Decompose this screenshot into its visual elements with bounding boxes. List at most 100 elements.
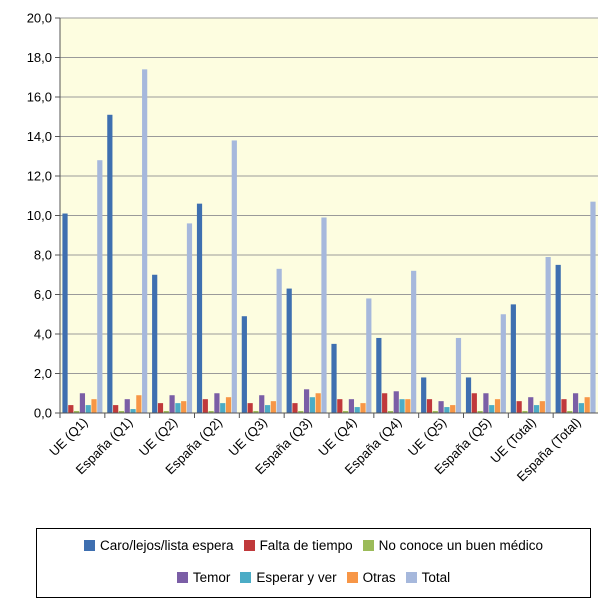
bar <box>590 201 596 413</box>
axes <box>59 18 598 414</box>
bar <box>366 298 372 413</box>
y-tick-label: 8,0 <box>34 248 52 263</box>
bar <box>421 377 427 413</box>
legend-swatch <box>240 572 252 583</box>
bar <box>432 411 438 413</box>
bar <box>539 401 545 413</box>
bars <box>62 69 596 414</box>
legend-label: Falta de tiempo <box>259 538 353 553</box>
bar <box>387 411 394 413</box>
bar <box>136 395 142 413</box>
bar <box>264 405 271 413</box>
bar <box>286 288 292 413</box>
y-tick-label: 0,0 <box>34 406 52 421</box>
bar <box>169 395 175 413</box>
bar <box>292 403 298 413</box>
y-tick-label: 16,0 <box>27 90 52 105</box>
legend-swatch <box>362 540 374 551</box>
bar <box>107 114 113 414</box>
bar <box>494 399 501 413</box>
legend-label: Otras <box>362 570 396 585</box>
bar <box>124 399 130 413</box>
bar <box>91 399 97 413</box>
bar <box>315 393 321 413</box>
bar <box>97 160 103 413</box>
bar <box>465 377 472 413</box>
bar <box>584 397 590 413</box>
legend-row: Temor Esperar y ver Otras Total <box>37 570 590 585</box>
bar <box>405 399 411 413</box>
bar <box>331 343 337 413</box>
bar <box>500 314 506 413</box>
bar <box>567 411 573 413</box>
bar <box>175 403 181 413</box>
bar <box>231 140 237 413</box>
x-tick-label: UE (Q4) <box>315 415 359 459</box>
bar <box>303 389 310 413</box>
bar <box>259 395 265 413</box>
legend-swatch <box>405 572 417 583</box>
bar <box>555 264 561 413</box>
bar <box>483 393 489 413</box>
bar <box>181 401 187 413</box>
bar <box>62 213 68 413</box>
bar <box>202 399 208 413</box>
bar <box>208 411 214 413</box>
y-tick-label: 4,0 <box>34 327 52 342</box>
bar <box>321 217 327 413</box>
legend-row: Caro/lejos/lista espera Falta de tiempo No… <box>37 538 590 553</box>
y-tick-label: 18,0 <box>27 50 52 65</box>
bar <box>79 393 86 413</box>
bar <box>444 407 450 413</box>
bar <box>522 411 528 413</box>
bar <box>270 401 276 413</box>
legend-label: Temor <box>192 570 231 585</box>
bar <box>516 401 522 413</box>
x-tick-label: UE (Q2) <box>136 415 180 459</box>
legend-label: No conoce un buen médico <box>378 538 543 553</box>
x-tick-label: UE (Q1) <box>46 415 90 459</box>
bar <box>118 411 125 413</box>
legend-item: Otras <box>346 570 396 585</box>
bar <box>85 405 91 413</box>
bar <box>438 401 444 413</box>
bar <box>489 405 495 413</box>
legend-item: Falta de tiempo <box>243 538 353 553</box>
bar <box>196 203 203 413</box>
bar <box>163 411 169 413</box>
legend-swatch <box>176 572 188 583</box>
bar <box>276 268 282 413</box>
legend: Caro/lejos/lista espera Falta de tiempo No… <box>36 528 591 598</box>
bar <box>348 399 355 413</box>
bar <box>360 403 366 413</box>
bar <box>450 405 456 413</box>
bar <box>510 304 516 413</box>
bar <box>214 393 220 413</box>
x-axis-tick-labels: UE (Q1)España (Q1) UE (Q2)España (Q2) UE (… <box>46 415 583 485</box>
bar <box>220 403 226 413</box>
bar <box>309 397 315 413</box>
y-tick-label: 6,0 <box>34 287 52 302</box>
bar <box>343 411 349 413</box>
bar <box>533 405 540 413</box>
y-tick-label: 14,0 <box>27 129 52 144</box>
bar <box>68 405 74 413</box>
bar <box>157 403 164 413</box>
bar <box>399 399 405 413</box>
bar <box>298 411 304 413</box>
legend-item: Esperar y ver <box>240 570 337 585</box>
legend-swatch <box>83 540 95 551</box>
bar <box>572 393 579 413</box>
bar <box>130 409 136 413</box>
bar <box>113 405 119 413</box>
bar <box>376 337 382 413</box>
y-tick-label: 10,0 <box>27 208 52 223</box>
bar <box>142 69 148 413</box>
bar <box>471 393 477 413</box>
bar <box>186 223 193 413</box>
bar <box>247 403 253 413</box>
bar <box>382 393 388 413</box>
x-tick-label: UE (Q3) <box>226 415 270 459</box>
legend-swatch <box>346 572 358 583</box>
bar <box>545 256 551 413</box>
